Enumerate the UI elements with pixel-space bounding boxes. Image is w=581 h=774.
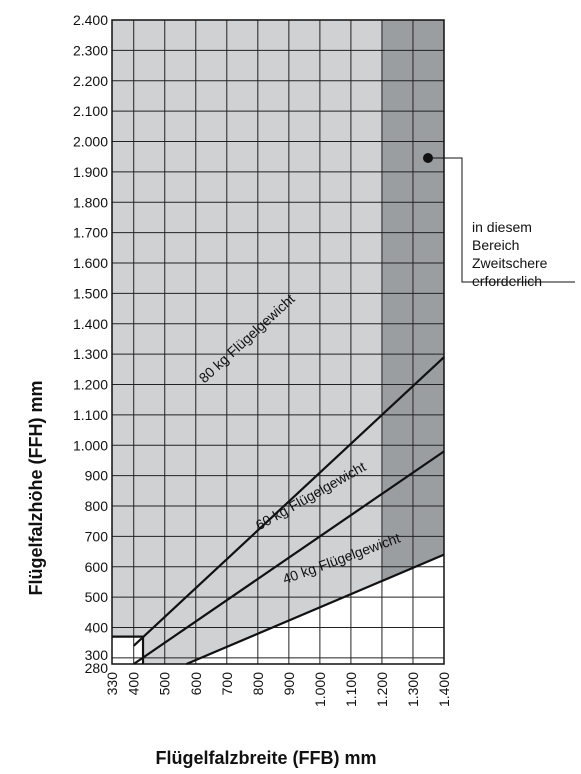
y-axis-title: Flügelfalzhöhe (FFH) mm bbox=[26, 381, 46, 596]
y-tick-label: 2.300 bbox=[73, 42, 108, 58]
y-tick-label: 1.700 bbox=[73, 225, 108, 241]
y-tick-label: 1.900 bbox=[73, 164, 108, 180]
x-tick-label: 500 bbox=[157, 672, 173, 696]
y-tick-label: 1.600 bbox=[73, 255, 108, 271]
shaded-regions bbox=[112, 20, 444, 664]
x-tick-label: 700 bbox=[219, 672, 235, 696]
y-tick-label: 2.400 bbox=[73, 12, 108, 28]
annotation: in diesem Bereich Zweitschere erforderlich bbox=[423, 153, 575, 289]
y-tick-label: 700 bbox=[85, 528, 109, 544]
x-tick-label: 800 bbox=[250, 672, 266, 696]
annotation-text-line: Zweitschere bbox=[472, 255, 548, 271]
y-tick-label: 2.200 bbox=[73, 73, 108, 89]
y-tick-label: 1.800 bbox=[73, 194, 108, 210]
series-lines bbox=[112, 356, 445, 666]
x-tick-label: 1.000 bbox=[312, 672, 328, 707]
light-region bbox=[112, 20, 444, 664]
y-tick-label: 500 bbox=[85, 589, 109, 605]
series-line-40kg bbox=[186, 553, 445, 666]
y-tick-label: 1.100 bbox=[73, 407, 108, 423]
x-tick-label: 1.300 bbox=[405, 672, 421, 707]
y-tick-label: 1.000 bbox=[73, 437, 108, 453]
y-tick-label: 1.400 bbox=[73, 316, 108, 332]
y-tick-label: 1.300 bbox=[73, 346, 108, 362]
x-tick-label: 400 bbox=[126, 672, 142, 696]
x-tick-label: 1.100 bbox=[343, 672, 359, 707]
x-tick-label: 600 bbox=[188, 672, 204, 696]
y-tick-label: 400 bbox=[85, 620, 109, 636]
plot-border bbox=[111, 19, 445, 665]
series-line-80kg bbox=[132, 356, 445, 647]
y-tick-label: 900 bbox=[85, 468, 109, 484]
y-tick-label: 2.000 bbox=[73, 134, 108, 150]
x-axis-title: Flügelfalzbreite (FFB) mm bbox=[155, 748, 376, 768]
x-tick-label: 1.200 bbox=[374, 672, 390, 707]
y-tick-label: 2.100 bbox=[73, 103, 108, 119]
annotation-text-line: erforderlich bbox=[472, 273, 542, 289]
y-tick-label: 600 bbox=[85, 559, 109, 575]
series-line-60kg bbox=[133, 450, 445, 665]
annotation-text-line: Bereich bbox=[472, 237, 519, 253]
x-tick-label: 330 bbox=[104, 672, 120, 696]
x-tick-labels: 330 400 500 600 700 800 900 1.000 1.100 1.200 1.30… bbox=[104, 672, 452, 707]
y-tick-label: 280 bbox=[85, 660, 109, 676]
y-tick-label: 300 bbox=[85, 647, 109, 663]
annotation-text-line: in diesem bbox=[472, 219, 532, 235]
y-tick-label: 1.200 bbox=[73, 377, 108, 393]
y-tick-label: 1.500 bbox=[73, 285, 108, 301]
annotation-leader bbox=[428, 157, 575, 283]
plot-frame bbox=[111, 19, 445, 665]
x-tick-label: 900 bbox=[281, 672, 297, 696]
x-tick-label: 1.400 bbox=[436, 672, 452, 707]
y-tick-label: 800 bbox=[85, 498, 109, 514]
